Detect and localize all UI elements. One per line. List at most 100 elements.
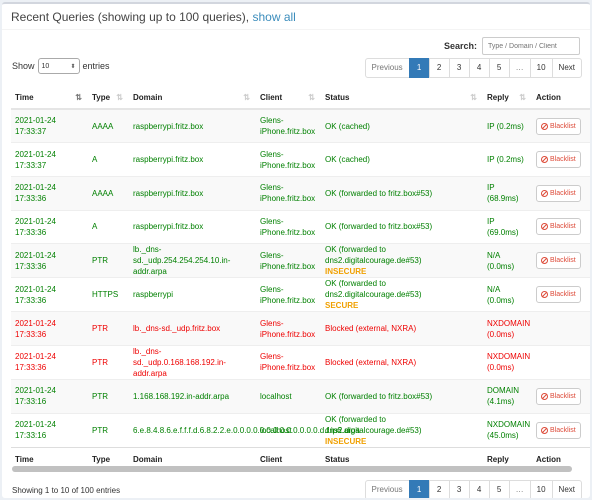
page-button-4[interactable]: 4: [468, 58, 490, 78]
length-entries-label: entries: [82, 61, 110, 71]
blacklist-label: Blacklist: [550, 291, 576, 299]
cell-domain[interactable]: lb._dns-sd._udp.254.254.254.10.in-addr.a…: [129, 243, 256, 278]
blacklist-label: Blacklist: [550, 156, 576, 164]
page-button-3[interactable]: 3: [448, 58, 470, 78]
ban-icon: [541, 291, 548, 299]
cell-domain[interactable]: lb._dns-sd._udp.0.168.168.192.in-addr.ar…: [129, 344, 256, 380]
blacklist-button[interactable]: Blacklist: [536, 117, 581, 135]
cell-client[interactable]: Glens-iPhone.fritz.box: [256, 209, 321, 244]
prev-page-button[interactable]: Previous: [364, 480, 410, 498]
cell-domain[interactable]: lb._dns-sd._udp.fritz.box: [129, 311, 256, 346]
cell-time: 2021-01-24 17:33:36: [11, 175, 88, 211]
show-all-link[interactable]: show all: [252, 10, 296, 24]
scrollbar-thumb[interactable]: [12, 466, 572, 472]
dnssec-status: INSECURE: [325, 436, 367, 446]
status-text: Blocked (external, NXRA): [325, 324, 417, 334]
cell-client[interactable]: Glens-iPhone.fritz.box: [256, 142, 321, 177]
page-button-5[interactable]: 5: [488, 480, 510, 498]
cell-domain[interactable]: 1.168.168.192.in-addr.arpa: [129, 378, 256, 414]
column-header-type[interactable]: Type ⇅: [88, 87, 129, 110]
cell-domain[interactable]: 6.e.8.4.8.6.e.f.f.f.d.6.8.2.2.e.0.0.0.0.…: [129, 412, 360, 448]
cell-domain[interactable]: raspberrypi.fritz.box: [129, 142, 256, 177]
page-button-1[interactable]: 1: [408, 58, 430, 78]
cell-action: Blacklist: [532, 277, 590, 312]
cell-client[interactable]: Glens-iPhone.fritz.box: [256, 311, 321, 346]
dnssec-status: INSECURE: [325, 267, 367, 277]
cell-reply: N/A (0.0ms): [483, 243, 532, 278]
status-text: Blocked (external, NXRA): [325, 357, 417, 367]
page-button-2[interactable]: 2: [428, 58, 450, 78]
status-text: OK (forwarded to fritz.box#53): [325, 391, 433, 401]
blacklist-button[interactable]: Blacklist: [536, 218, 581, 236]
column-header-client[interactable]: Client ⇅: [256, 87, 321, 110]
cell-client[interactable]: Glens-iPhone.fritz.box: [256, 277, 321, 312]
blacklist-label: Blacklist: [550, 122, 576, 130]
panel-header: Recent Queries (showing up to 100 querie…: [2, 4, 590, 30]
table-row: 2021-01-24 17:33:36 HTTPS raspberrypi Glens…: [11, 277, 590, 312]
table-row: 2021-01-24 17:33:36 PTR lb._dns-sd._udp.0.…: [11, 344, 590, 380]
cell-domain[interactable]: raspberrypi.fritz.box: [129, 175, 256, 211]
column-header-status[interactable]: Status ⇅: [321, 87, 483, 110]
page-button-2[interactable]: 2: [428, 480, 450, 498]
sort-icon: ⇅: [519, 93, 526, 102]
page-button-5[interactable]: 5: [488, 58, 510, 78]
blacklist-button[interactable]: Blacklist: [536, 252, 581, 270]
page-button-10[interactable]: 10: [529, 58, 553, 78]
ban-icon: [541, 257, 548, 265]
cell-reply: NXDOMAIN (0.0ms): [483, 311, 532, 346]
cell-client[interactable]: Glens-iPhone.fritz.box: [256, 175, 321, 211]
status-text: OK (forwarded to dns2.digitalcourage.de#…: [325, 279, 422, 300]
table-row: 2021-01-24 17:33:36 PTR lb._dns-sd._udp.25…: [11, 243, 590, 278]
sort-icon: ⇅: [75, 93, 82, 102]
cell-client[interactable]: Glens-iPhone.fritz.box: [256, 344, 321, 380]
search-input[interactable]: [482, 37, 580, 55]
cell-action: Blacklist: [532, 412, 590, 448]
cell-client[interactable]: Glens-iPhone.fritz.box: [256, 108, 321, 143]
cell-type: PTR: [88, 311, 129, 346]
cell-time: 2021-01-24 17:33:36: [11, 243, 88, 278]
horizontal-scrollbar[interactable]: [12, 466, 572, 472]
table-row: 2021-01-24 17:33:16 PTR 1.168.168.192.in-a…: [11, 378, 590, 414]
cell-status: OK (forwarded to dns2.digitalcourage.de#…: [321, 243, 483, 278]
cell-domain[interactable]: raspberrypi: [129, 277, 256, 312]
table-footer-row: Time Type Domain Client Status Reply Action: [11, 446, 590, 472]
page-button-10[interactable]: 10: [529, 480, 553, 498]
cell-type: PTR: [88, 378, 129, 414]
prev-page-button[interactable]: Previous: [364, 58, 410, 78]
blacklist-button[interactable]: Blacklist: [536, 184, 581, 202]
cell-time: 2021-01-24 17:33:36: [11, 209, 88, 244]
column-header-domain[interactable]: Domain ⇅: [129, 87, 256, 110]
pagination-bottom: Previous 1 2 3 4 5… 10 Next: [364, 480, 582, 498]
page-button-3[interactable]: 3: [448, 480, 470, 498]
cell-action: [532, 311, 590, 346]
ban-icon: [541, 223, 548, 231]
cell-client[interactable]: localhost: [256, 412, 321, 448]
cell-client[interactable]: localhost: [256, 378, 321, 414]
blacklist-button[interactable]: Blacklist: [536, 421, 581, 439]
entries-select[interactable]: 10 ⬍: [37, 58, 80, 74]
blacklist-button[interactable]: Blacklist: [536, 151, 581, 169]
ban-icon: [541, 189, 548, 197]
length-row: Show 10 ⬍ entries: [12, 58, 110, 74]
cell-type: AAAA: [88, 175, 129, 211]
column-header-time[interactable]: Time ⇅: [11, 87, 88, 110]
cell-type: HTTPS: [88, 277, 129, 312]
cell-type: AAAA: [88, 108, 129, 143]
cell-domain[interactable]: raspberrypi.fritz.box: [129, 108, 256, 143]
blacklist-button[interactable]: Blacklist: [536, 387, 581, 405]
sort-icon: ⇅: [116, 93, 123, 102]
next-page-button[interactable]: Next: [551, 58, 582, 78]
cell-domain[interactable]: raspberrypi.fritz.box: [129, 209, 256, 244]
cell-client[interactable]: Glens-iPhone.fritz.box: [256, 243, 321, 278]
next-page-button[interactable]: Next: [551, 480, 582, 498]
cell-reply: IP (69.0ms): [483, 209, 532, 244]
length-show-label: Show: [12, 61, 35, 71]
cell-action: Blacklist: [532, 175, 590, 211]
cell-status: OK (forwarded to fritz.box#53): [321, 175, 483, 211]
page-button-1[interactable]: 1: [408, 480, 430, 498]
column-header-reply[interactable]: Reply ⇅: [483, 87, 532, 110]
blacklist-button[interactable]: Blacklist: [536, 286, 581, 304]
page-button-4[interactable]: 4: [468, 480, 490, 498]
dnssec-status: SECURE: [325, 301, 359, 311]
